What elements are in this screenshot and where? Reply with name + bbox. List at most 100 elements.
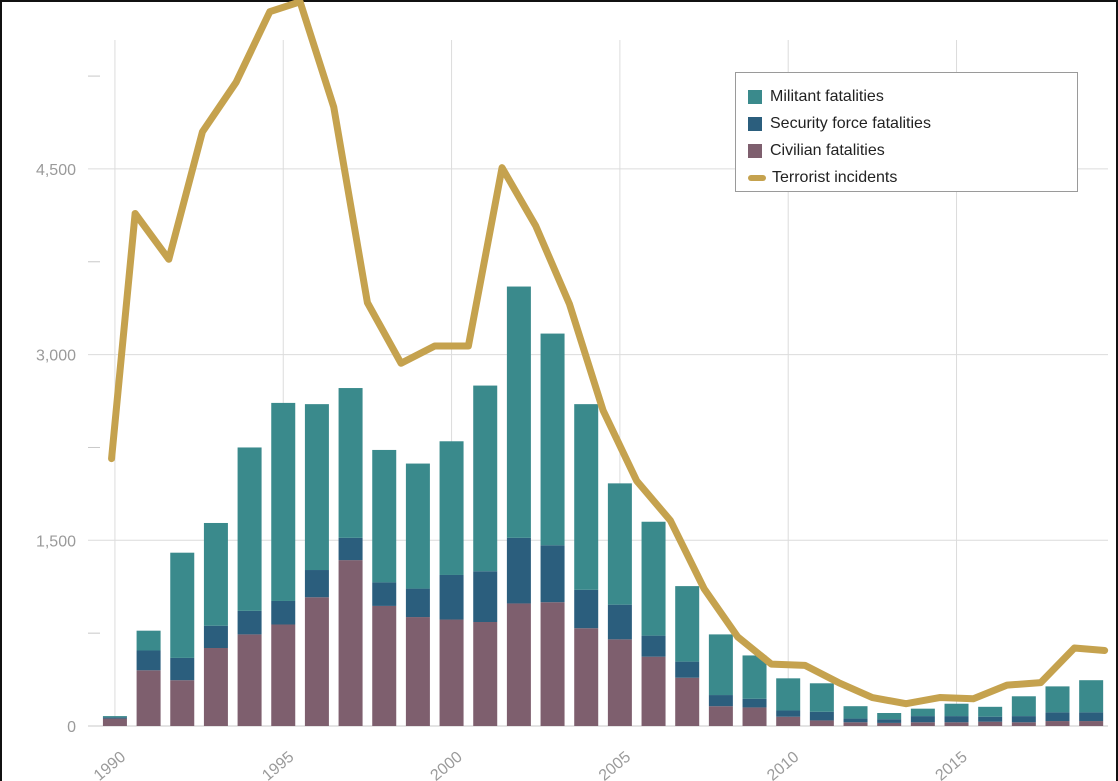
bar-1994-security <box>237 610 262 635</box>
bar-2015-security <box>944 716 969 723</box>
bar-2001-security <box>473 571 498 623</box>
bar-2004-security <box>574 589 599 629</box>
bar-2014-civilian <box>910 722 935 726</box>
bar-2007-civilian <box>675 677 700 726</box>
bar-2015-militant <box>944 703 969 717</box>
bar-1999-civilian <box>405 617 430 726</box>
bar-1990-militant <box>102 716 127 718</box>
legend-swatch-incidents <box>748 174 766 181</box>
bar-2002-security <box>506 537 531 604</box>
bar-2017-civilian <box>1011 722 1036 726</box>
bar-2012-civilian <box>843 722 868 726</box>
bar-1999-security <box>405 588 430 618</box>
bar-2007-militant <box>675 586 700 662</box>
bar-2010-militant <box>776 678 801 711</box>
bar-2009-civilian <box>742 707 767 726</box>
bar-1996-civilian <box>304 597 329 726</box>
stacked-bars <box>102 286 1104 726</box>
bar-1992-militant <box>170 552 195 658</box>
bar-2002-militant <box>506 286 531 538</box>
y-tick-label-3: 4,500 <box>36 162 76 179</box>
bar-2004-militant <box>574 404 599 590</box>
legend-label-civilian: Civilian fatalities <box>770 141 885 159</box>
bar-2013-security <box>877 719 902 723</box>
x-tick-label-4: 2010 <box>764 749 802 781</box>
bar-1995-civilian <box>271 624 296 726</box>
bar-2016-security <box>978 716 1003 722</box>
bar-1992-security <box>170 657 195 681</box>
y-tick-label-2: 3,000 <box>36 348 76 365</box>
bar-1991-militant <box>136 630 161 651</box>
bar-2002-civilian <box>506 603 531 726</box>
x-tick-label-2: 2000 <box>428 749 466 781</box>
bar-2019-civilian <box>1079 721 1104 726</box>
legend-label-incidents: Terrorist incidents <box>772 168 898 186</box>
bar-2003-militant <box>540 333 565 546</box>
bar-2012-militant <box>843 706 868 719</box>
bar-1998-security <box>372 582 397 606</box>
bar-2010-security <box>776 710 801 717</box>
bar-1994-civilian <box>237 634 262 726</box>
legend-swatch-civilian <box>748 143 762 158</box>
bar-2005-civilian <box>607 639 632 726</box>
bar-1997-militant <box>338 388 363 538</box>
bar-2008-security <box>708 695 733 707</box>
legend-item-civilian: Civilian fatalities <box>748 137 1077 164</box>
bar-2010-civilian <box>776 716 801 726</box>
legend-item-militant: Militant fatalities <box>748 83 1077 110</box>
bar-1997-civilian <box>338 560 363 726</box>
bar-2018-civilian <box>1045 721 1070 726</box>
bar-1997-security <box>338 537 363 561</box>
bar-1994-militant <box>237 447 262 611</box>
bar-2014-militant <box>910 708 935 717</box>
bar-1996-security <box>304 570 329 598</box>
bar-2018-militant <box>1045 686 1070 713</box>
bar-2011-civilian <box>809 720 834 726</box>
y-axis-labels: 0 1,500 3,000 4,500 <box>36 162 76 736</box>
bar-2011-security <box>809 711 834 721</box>
bar-2016-civilian <box>978 721 1003 726</box>
bar-1992-civilian <box>170 680 195 726</box>
x-tick-label-0: 1990 <box>91 749 129 781</box>
legend: Militant fatalities Security force fatal… <box>735 72 1078 192</box>
bar-2007-security <box>675 661 700 678</box>
bar-2009-security <box>742 698 767 708</box>
bar-1990-civilian <box>102 718 127 726</box>
x-tick-label-1: 1995 <box>259 749 297 781</box>
bar-1998-militant <box>372 449 397 583</box>
bar-2005-security <box>607 604 632 640</box>
terrorist-incidents-line <box>108 0 1109 708</box>
bar-2013-militant <box>877 713 902 720</box>
y-tick-label-0: 0 <box>67 719 76 736</box>
bar-1993-civilian <box>203 648 228 726</box>
legend-swatch-militant <box>748 89 762 104</box>
bar-2003-civilian <box>540 602 565 726</box>
bar-2018-security <box>1045 712 1070 722</box>
bar-1999-militant <box>405 463 430 589</box>
legend-swatch-security <box>748 116 762 131</box>
legend-label-security: Security force fatalities <box>770 114 931 132</box>
bar-2011-militant <box>809 683 834 712</box>
bar-2000-security <box>439 574 464 620</box>
bar-2001-civilian <box>473 622 498 726</box>
bar-1990-security <box>102 717 127 719</box>
bar-1995-security <box>271 600 296 625</box>
bar-2017-militant <box>1011 696 1036 717</box>
legend-label-militant: Militant fatalities <box>770 87 884 105</box>
bar-2000-militant <box>439 441 464 575</box>
x-axis-labels: 1990 1995 2000 2005 2010 2015 <box>91 749 971 781</box>
bar-2001-militant <box>473 385 498 572</box>
bar-1991-security <box>136 650 161 671</box>
bar-1993-security <box>203 625 228 649</box>
legend-item-incidents: Terrorist incidents <box>748 164 1077 191</box>
bar-1995-militant <box>271 402 296 601</box>
bar-1998-civilian <box>372 605 397 726</box>
bar-2017-security <box>1011 716 1036 723</box>
bar-2000-civilian <box>439 619 464 726</box>
bar-2008-civilian <box>708 706 733 726</box>
bar-2008-militant <box>708 634 733 696</box>
bar-2009-militant <box>742 655 767 699</box>
bar-2005-militant <box>607 483 632 605</box>
bar-2006-militant <box>641 521 666 636</box>
